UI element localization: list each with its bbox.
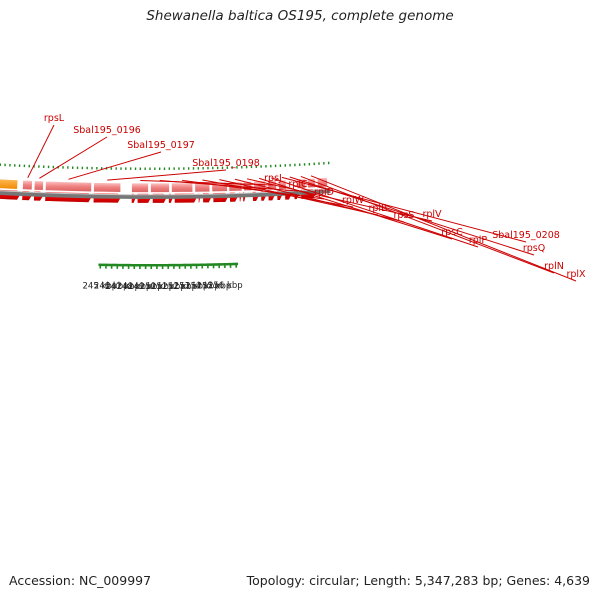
gene-block-orange: [0, 178, 19, 190]
gene-block: [44, 180, 93, 193]
gene-label: Sbal195_0196: [73, 125, 141, 136]
gene-block: [33, 180, 45, 191]
gene-label-leader: [140, 179, 274, 186]
gene-label-leader: [107, 169, 227, 181]
gene-block: [150, 182, 170, 193]
gene-label-leader: [39, 136, 108, 179]
gene-block: [93, 182, 122, 193]
gene-label-leader: [281, 176, 527, 243]
gene-labels: rpsL Sbal195_0196 Sbal195_0197 Sbal195_0198…: [27, 113, 586, 282]
gene-label: rpsC: [441, 227, 463, 238]
gene-label: rplD: [314, 187, 334, 198]
gene-block: [170, 182, 194, 193]
outer-tick-track: [0, 161, 330, 170]
scale-label: 250 kbp: [140, 282, 175, 292]
scale-label: 252 kbp: [162, 282, 197, 292]
scale-label: 255 kbp: [197, 281, 232, 291]
gene-label: rpsQ: [523, 243, 545, 254]
gene-block: [131, 182, 149, 193]
map-title: Shewanella baltica OS195, complete genom…: [146, 8, 454, 24]
gene-label: rplP: [469, 235, 488, 246]
gene-label-leader: [27, 124, 55, 179]
gene-label-leader: [68, 151, 162, 180]
gene-label-leader: [310, 175, 577, 282]
gene-label: rpsL: [44, 113, 65, 124]
scale-label: 254 kbp: [185, 282, 220, 292]
gene-block: [21, 179, 33, 191]
gene-label: Sbal195_0197: [127, 140, 195, 151]
gene-label: rplN: [544, 261, 564, 272]
gene-label: rplV: [422, 209, 442, 220]
gene-label-leader: [259, 177, 453, 240]
accession-text: Accession: NC_009997: [9, 573, 152, 588]
gene-label: rplC: [288, 179, 308, 190]
gene-label-leader: [246, 178, 433, 222]
scale-label: 249 kbp: [128, 282, 163, 292]
gene-label: rplW: [342, 195, 365, 206]
scale-label: 256 kbp: [208, 281, 243, 291]
scale-label: 246 kbp: [94, 282, 129, 292]
scale-tick-track: [98, 262, 239, 270]
backbone-line: [0, 189, 331, 199]
gene-label-leader: [271, 177, 479, 248]
scale-label: 245 kbp: [83, 282, 118, 292]
scale-label: 247 kbp: [105, 282, 140, 292]
gene-label: Sbal195_0198: [192, 158, 260, 169]
gene-label: Sbal195_0208: [492, 230, 560, 241]
scale-label: 251 kbp: [151, 282, 186, 292]
gene-label-leader: [300, 175, 555, 274]
gene-label: rplX: [566, 269, 586, 280]
genome-summary-text: Topology: circular; Length: 5,347,283 bp…: [246, 573, 590, 588]
scale-label: 248 kbp: [117, 282, 152, 292]
scale-label: 253 kbp: [174, 282, 209, 292]
